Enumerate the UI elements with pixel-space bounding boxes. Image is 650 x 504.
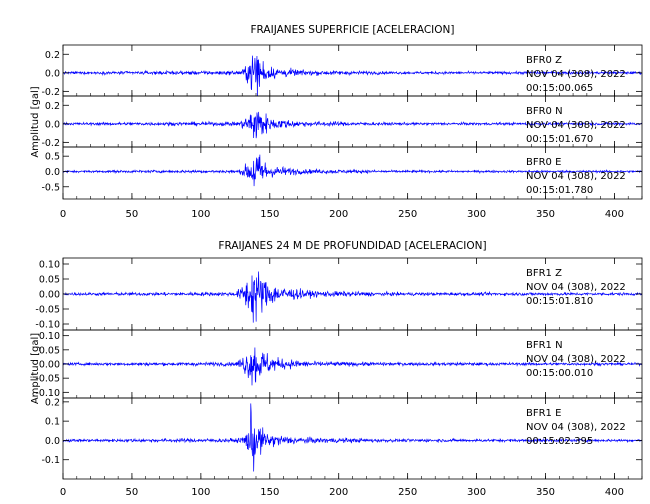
y-tick-label: 0.2 xyxy=(45,397,60,408)
x-tick-label: 100 xyxy=(191,487,210,498)
y-tick-label: 0.00 xyxy=(39,290,60,301)
y-tick-label: 0.05 xyxy=(39,275,60,286)
record-time: 00:15:01.810 xyxy=(526,296,593,307)
record-time: 00:15:01.670 xyxy=(526,134,593,145)
station-annotation: BFR1 E NOV 04 (308), 2022 00:15:02.395 xyxy=(526,408,626,447)
record-date: NOV 04 (308), 2022 xyxy=(526,171,626,182)
x-tick-label: 150 xyxy=(260,487,279,498)
y-tick-label: 0.10 xyxy=(39,260,60,271)
y-axis-label: Amplitud [gal] xyxy=(30,86,41,157)
waveform-trace-bfr0-e xyxy=(63,154,642,187)
x-tick-label: 250 xyxy=(398,487,417,498)
waveform-trace-bfr1-z xyxy=(63,271,642,323)
x-tick-label: 250 xyxy=(398,209,417,220)
y-tick-label: -0.2 xyxy=(41,87,60,98)
waveform-trace-bfr1-n xyxy=(63,347,642,386)
station-label: BFR0 Z xyxy=(526,55,562,66)
y-tick-label: 0.10 xyxy=(39,331,60,342)
y-tick-label: -0.2 xyxy=(41,138,60,149)
record-time: 00:15:00.065 xyxy=(526,83,593,94)
station-annotation: BFR1 N NOV 04 (308), 2022 00:15:00.010 xyxy=(526,340,626,379)
x-tick-label: 150 xyxy=(260,209,279,220)
record-time: 00:15:02.395 xyxy=(526,436,593,447)
y-tick-label: 0.1 xyxy=(45,417,60,428)
station-annotation: BFR1 Z NOV 04 (308), 2022 00:15:01.810 xyxy=(526,268,626,307)
y-tick-label: 0.0 xyxy=(45,167,60,178)
record-date: NOV 04 (308), 2022 xyxy=(526,354,626,365)
x-tick-label: 50 xyxy=(126,209,139,220)
y-tick-label: -0.05 xyxy=(35,374,60,385)
station-label: BFR1 E xyxy=(526,408,561,419)
y-tick-label: 0.5 xyxy=(45,152,60,163)
record-time: 00:15:01.780 xyxy=(526,185,593,196)
y-tick-label: -0.10 xyxy=(35,320,60,331)
record-date: NOV 04 (308), 2022 xyxy=(526,69,626,80)
record-date: NOV 04 (308), 2022 xyxy=(526,422,626,433)
waveform-trace-bfr1-e xyxy=(63,403,642,472)
y-tick-label: 0.0 xyxy=(45,436,60,447)
x-tick-label: 0 xyxy=(60,487,66,498)
y-tick-label: 0.2 xyxy=(45,50,60,61)
waveform-trace-bfr0-n xyxy=(63,111,642,139)
y-tick-label: 0.2 xyxy=(45,101,60,112)
y-tick-label: 0.05 xyxy=(39,345,60,356)
record-time: 00:15:00.010 xyxy=(526,368,593,379)
y-tick-label: -0.5 xyxy=(41,182,60,193)
record-date: NOV 04 (308), 2022 xyxy=(526,282,626,293)
y-axis-label: Amplitud [gal] xyxy=(30,333,41,404)
x-tick-label: 100 xyxy=(191,209,210,220)
station-label: BFR0 N xyxy=(526,106,563,117)
y-tick-label: -0.1 xyxy=(41,455,60,466)
y-tick-label: 0.0 xyxy=(45,119,60,130)
waveform-trace-bfr0-z xyxy=(63,55,642,96)
x-tick-label: 300 xyxy=(467,487,486,498)
station-label: BFR1 N xyxy=(526,340,563,351)
chart-title: FRAIJANES 24 M DE PROFUNDIDAD [ACELERACI… xyxy=(218,240,486,252)
x-tick-label: 300 xyxy=(467,209,486,220)
station-label: BFR1 Z xyxy=(526,268,562,279)
y-tick-label: 0.0 xyxy=(45,68,60,79)
y-tick-label: -0.05 xyxy=(35,305,60,316)
y-tick-label: 0.00 xyxy=(39,360,60,371)
station-annotation: BFR0 E NOV 04 (308), 2022 00:15:01.780 xyxy=(526,157,626,196)
x-tick-label: 400 xyxy=(605,487,624,498)
x-tick-label: 50 xyxy=(126,487,139,498)
record-date: NOV 04 (308), 2022 xyxy=(526,120,626,131)
chart-title: FRAIJANES SUPERFICIE [ACELERACION] xyxy=(251,24,455,36)
x-tick-label: 0 xyxy=(60,209,66,220)
x-tick-label: 350 xyxy=(536,209,555,220)
x-tick-label: 400 xyxy=(605,209,624,220)
y-tick-label: -0.10 xyxy=(35,388,60,399)
x-tick-label: 200 xyxy=(329,209,348,220)
station-annotation: BFR0 N NOV 04 (308), 2022 00:15:01.670 xyxy=(526,106,626,145)
x-tick-label: 200 xyxy=(329,487,348,498)
x-tick-label: 350 xyxy=(536,487,555,498)
station-label: BFR0 E xyxy=(526,157,561,168)
station-annotation: BFR0 Z NOV 04 (308), 2022 00:15:00.065 xyxy=(526,55,626,94)
